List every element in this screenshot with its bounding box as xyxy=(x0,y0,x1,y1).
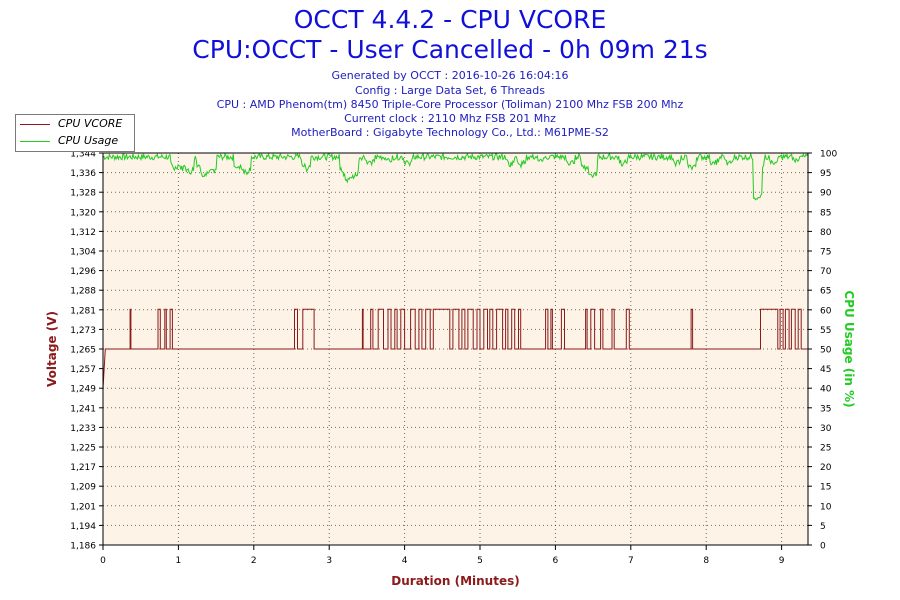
info-config: Config : Large Data Set, 6 Threads xyxy=(355,84,545,97)
y-left-tick-label: 1,265 xyxy=(70,346,96,356)
info-clock: Current clock : 2110 Mhz FSB 201 Mhz xyxy=(344,112,556,125)
y-right-tick-label: 60 xyxy=(820,306,832,316)
y-left-tick-label: 1,217 xyxy=(70,463,96,473)
y-right-axis-title: CPU Usage (in %) xyxy=(842,290,856,407)
y-left-tick-label: 1,312 xyxy=(70,228,96,238)
chart-subtitle: CPU:OCCT - User Cancelled - 0h 09m 21s xyxy=(192,35,708,64)
y-right-tick-label: 50 xyxy=(820,346,832,356)
plot-frame xyxy=(102,152,809,546)
y-right-tick-label: 5 xyxy=(820,522,826,532)
y-right-tick-label: 10 xyxy=(820,502,832,512)
chart-legend: CPU VCORE CPU Usage xyxy=(15,114,135,152)
y-right-tick-label: 20 xyxy=(820,463,832,473)
y-right-tick-label: 30 xyxy=(820,424,832,434)
info-generated: Generated by OCCT : 2016-10-26 16:04:16 xyxy=(331,69,569,82)
y-left-tick-label: 1,296 xyxy=(70,267,96,277)
legend-swatch-vcore xyxy=(20,123,50,125)
series-line-cpu-vcore xyxy=(102,308,808,389)
x-tick-label: 0 xyxy=(100,556,106,566)
legend-label-vcore: CPU VCORE xyxy=(58,117,123,130)
x-tick-label: 4 xyxy=(402,556,408,566)
y-left-tick-label: 1,336 xyxy=(70,169,96,179)
y-left-tick-label: 1,288 xyxy=(70,287,96,297)
y-right-tick-label: 25 xyxy=(820,444,831,454)
y-left-tick-label: 1,249 xyxy=(70,385,96,395)
y-right-tick-label: 45 xyxy=(820,365,831,375)
y-right-tick-label: 75 xyxy=(820,248,831,258)
x-axis-title: Duration (Minutes) xyxy=(391,574,519,588)
y-left-tick-label: 1,328 xyxy=(70,189,96,199)
y-left-tick-label: 1,209 xyxy=(70,483,96,493)
info-cpu: CPU : AMD Phenom(tm) 8450 Triple-Core Pr… xyxy=(216,98,684,111)
x-tick-label: 3 xyxy=(326,556,332,566)
y-right-tick-label: 85 xyxy=(820,208,831,218)
y-right-tick-label: 15 xyxy=(820,483,831,493)
x-tick-label: 1 xyxy=(176,556,182,566)
chart-title: OCCT 4.4.2 - CPU VCORE xyxy=(293,5,607,34)
x-tick-label: 5 xyxy=(477,556,483,566)
y-left-tick-label: 1,233 xyxy=(70,424,96,434)
x-tick-label: 7 xyxy=(628,556,634,566)
y-left-axis-title: Voltage (V) xyxy=(45,311,59,387)
y-left-tick-label: 1,257 xyxy=(70,365,96,375)
legend-item-vcore: CPU VCORE xyxy=(20,116,122,132)
y-right-tick-label: 100 xyxy=(820,150,837,160)
y-right-tick-label: 40 xyxy=(820,385,832,395)
y-right-tick-label: 0 xyxy=(820,542,826,552)
x-tick-label: 6 xyxy=(553,556,559,566)
y-left-tick-label: 1,304 xyxy=(70,248,96,258)
x-tick-label: 9 xyxy=(779,556,785,566)
y-right-tick-label: 95 xyxy=(820,169,831,179)
legend-swatch-usage xyxy=(20,140,50,142)
y-left-tick-label: 1,344 xyxy=(70,150,96,160)
y-left-tick-label: 1,273 xyxy=(70,326,96,336)
y-right-tick-label: 35 xyxy=(820,404,831,414)
legend-label-usage: CPU Usage xyxy=(58,134,119,147)
y-right-tick-label: 90 xyxy=(820,189,832,199)
y-right-tick-label: 80 xyxy=(820,228,832,238)
y-left-tick-label: 1,194 xyxy=(70,522,96,532)
y-right-tick-label: 65 xyxy=(820,287,831,297)
y-right-tick-label: 70 xyxy=(820,267,832,277)
y-right-tick-label: 55 xyxy=(820,326,831,336)
y-left-tick-label: 1,186 xyxy=(70,542,96,552)
y-left-tick-label: 1,320 xyxy=(70,208,96,218)
y-left-tick-label: 1,201 xyxy=(70,502,96,512)
legend-item-usage: CPU Usage xyxy=(20,133,118,149)
y-left-tick-label: 1,225 xyxy=(70,444,96,454)
x-tick-label: 8 xyxy=(703,556,709,566)
info-motherboard: MotherBoard : Gigabyte Technology Co., L… xyxy=(291,126,609,139)
x-tick-label: 2 xyxy=(251,556,257,566)
series-line-cpu-usage xyxy=(102,152,809,201)
y-left-tick-label: 1,281 xyxy=(70,306,96,316)
y-left-tick-label: 1,241 xyxy=(70,404,96,414)
